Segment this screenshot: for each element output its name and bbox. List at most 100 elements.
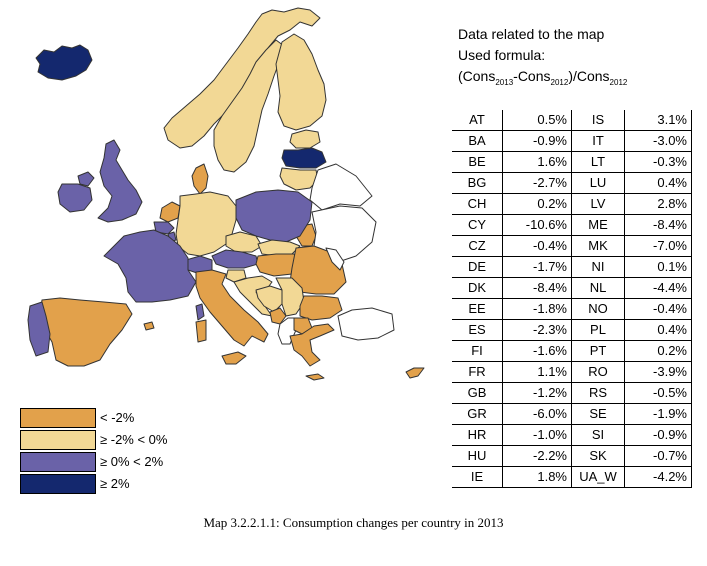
country-code-cell: AT	[452, 110, 503, 131]
value-cell: -1.7%	[502, 256, 572, 278]
country-LV	[281, 147, 327, 169]
country-BG	[299, 295, 343, 321]
table-row: HU -2.2% SK -0.7%	[452, 445, 692, 467]
value-cell: -7.0%	[624, 235, 692, 257]
country-code-cell: EE	[452, 298, 503, 320]
country-code-cell: GR	[452, 403, 503, 425]
country-ES-balearic	[143, 321, 155, 331]
value-cell: -3.9%	[624, 361, 692, 383]
value-cell: -0.3%	[624, 151, 692, 173]
country-NL	[159, 201, 181, 223]
value-cell: -8.4%	[624, 214, 692, 236]
table-row: CZ -0.4% MK -7.0%	[452, 235, 692, 257]
value-cell: 0.4%	[624, 319, 692, 341]
value-cell: 0.1%	[624, 256, 692, 278]
value-cell: -2.2%	[502, 445, 572, 467]
value-cell: -1.0%	[502, 424, 572, 446]
table-row: DE -1.7% NI 0.1%	[452, 256, 692, 278]
value-cell: -3.0%	[624, 130, 692, 152]
country-IE	[57, 183, 93, 213]
country-code-cell: HU	[452, 445, 503, 467]
value-cell: -6.0%	[502, 403, 572, 425]
country-FI	[275, 33, 327, 131]
europe-map	[27, 7, 425, 381]
country-code-cell: PL	[571, 319, 625, 341]
value-cell: -4.2%	[624, 466, 692, 488]
value-cell: 0.2%	[624, 340, 692, 362]
value-cell: -1.6%	[502, 340, 572, 362]
value-cell: 0.2%	[502, 193, 572, 215]
value-cell: -2.7%	[502, 172, 572, 194]
country-EE	[289, 129, 321, 149]
country-code-cell: NO	[571, 298, 625, 320]
country-NO	[163, 7, 321, 149]
legend-swatch	[20, 474, 96, 494]
country-code-cell: IS	[571, 110, 625, 131]
value-cell: 1.1%	[502, 361, 572, 383]
value-cell: 2.8%	[624, 193, 692, 215]
country-code-cell: DE	[452, 256, 503, 278]
value-cell: 3.1%	[624, 110, 692, 131]
country-NI	[77, 171, 95, 187]
country-code-cell: IE	[452, 466, 503, 488]
country-PL	[235, 189, 313, 243]
country-CY	[405, 367, 425, 379]
table-row: IE 1.8% UA_W -4.2%	[452, 466, 692, 488]
country-DE	[175, 191, 237, 257]
country-IT	[195, 269, 269, 347]
country-code-cell: CY	[452, 214, 503, 236]
table-row: FR 1.1% RO -3.9%	[452, 361, 692, 383]
country-code-cell: SE	[571, 403, 625, 425]
country-IT-sardinia	[195, 319, 207, 343]
table-row: FI -1.6% PT 0.2%	[452, 340, 692, 362]
value-cell: -0.4%	[624, 298, 692, 320]
table-row: BG -2.7% LU 0.4%	[452, 172, 692, 194]
country-code-cell: LV	[571, 193, 625, 215]
legend-swatch	[20, 430, 96, 450]
country-code-cell: PT	[571, 340, 625, 362]
value-cell: 0.5%	[502, 110, 572, 131]
table-row: HR -1.0% SI -0.9%	[452, 424, 692, 446]
country-code-cell: GB	[452, 382, 503, 404]
data-info: Data related to the map Used formula: (C…	[458, 24, 627, 93]
country-code-cell: DK	[452, 277, 503, 299]
formula: (Cons2013-Cons2012)/Cons2012	[458, 68, 628, 87]
legend-label: ≥ 2%	[100, 476, 130, 491]
table-row: GR -6.0% SE -1.9%	[452, 403, 692, 425]
country-code-cell: BA	[452, 130, 503, 152]
country-GR-crete	[305, 373, 325, 381]
formula-label: Used formula:	[458, 47, 546, 63]
legend-swatch	[20, 408, 96, 428]
value-cell: -0.9%	[624, 424, 692, 446]
country-code-cell: LU	[571, 172, 625, 194]
country-code-cell: NI	[571, 256, 625, 278]
table-row: EE -1.8% NO -0.4%	[452, 298, 692, 320]
country-code-cell: RO	[571, 361, 625, 383]
value-cell: 0.4%	[624, 172, 692, 194]
country-code-cell: LT	[571, 151, 625, 173]
country-GR	[289, 323, 335, 367]
country-code-cell: NL	[571, 277, 625, 299]
map-caption: Map 3.2.2.1.1: Consumption changes per c…	[203, 515, 504, 530]
data-table: AT 0.5% IS 3.1% BA -0.9% IT -3.0% BE 1.6% LT -0.3% B…	[452, 110, 692, 488]
value-cell: -0.7%	[624, 445, 692, 467]
table-row: CY -10.6% ME -8.4%	[452, 214, 692, 236]
country-code-cell: FR	[452, 361, 503, 383]
value-cell: -0.5%	[624, 382, 692, 404]
country-FR	[103, 229, 197, 303]
country-code-cell: SK	[571, 445, 625, 467]
country-ES	[39, 297, 133, 367]
value-cell: -1.9%	[624, 403, 692, 425]
country-PT	[27, 301, 51, 357]
region-nodata-moldova	[325, 247, 345, 271]
country-code-cell: FI	[452, 340, 503, 362]
country-code-cell: MK	[571, 235, 625, 257]
value-cell: 1.6%	[502, 151, 572, 173]
country-DK	[191, 163, 209, 195]
value-cell: -10.6%	[502, 214, 572, 236]
table-row: ES -2.3% PL 0.4%	[452, 319, 692, 341]
legend-label: < -2%	[100, 410, 135, 425]
country-code-cell: BE	[452, 151, 503, 173]
legend-label: ≥ 0% < 2%	[100, 454, 164, 469]
country-CZ	[225, 231, 263, 253]
